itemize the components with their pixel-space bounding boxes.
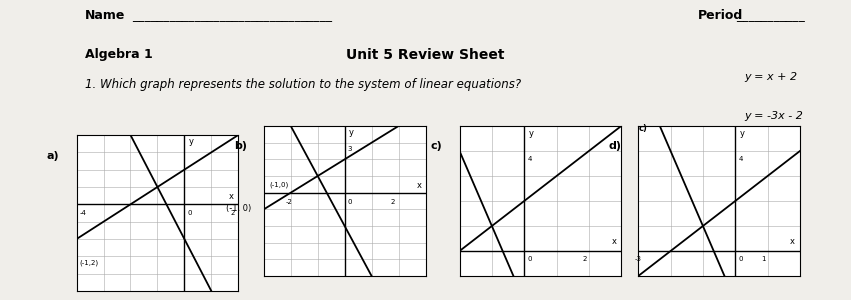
- Text: y = x + 2: y = x + 2: [745, 72, 797, 82]
- Text: 2: 2: [391, 199, 395, 205]
- Text: -2: -2: [285, 199, 292, 205]
- Text: y: y: [349, 128, 354, 137]
- Text: 4: 4: [528, 156, 532, 162]
- Text: ________________________________: ________________________________: [132, 9, 332, 22]
- Text: 0: 0: [739, 256, 743, 262]
- Text: b): b): [234, 141, 247, 151]
- Text: Name: Name: [85, 9, 125, 22]
- Text: Period: Period: [698, 9, 743, 22]
- Text: (-1, 0): (-1, 0): [226, 204, 251, 213]
- Text: d): d): [608, 141, 621, 151]
- Text: (-1,2): (-1,2): [79, 260, 99, 266]
- Text: 1: 1: [761, 256, 766, 262]
- Text: 1. Which graph represents the solution to the system of linear equations?: 1. Which graph represents the solution t…: [85, 78, 521, 91]
- Text: 0: 0: [187, 210, 192, 216]
- Text: 2: 2: [230, 210, 235, 216]
- Text: x: x: [611, 238, 616, 247]
- Text: a): a): [47, 151, 60, 160]
- Text: c): c): [638, 124, 647, 133]
- Text: 0: 0: [528, 256, 532, 262]
- Text: (-1,0): (-1,0): [269, 181, 288, 188]
- Text: 0: 0: [347, 199, 351, 205]
- Text: y: y: [740, 128, 745, 137]
- Text: 2: 2: [582, 256, 587, 262]
- Text: x: x: [416, 181, 421, 190]
- Text: -3: -3: [635, 256, 642, 262]
- Text: y: y: [529, 128, 534, 137]
- Text: Algebra 1: Algebra 1: [85, 48, 153, 61]
- Text: x: x: [229, 192, 234, 201]
- Text: 4: 4: [739, 156, 743, 162]
- Text: ___________: ___________: [736, 9, 805, 22]
- Text: -4: -4: [79, 210, 86, 216]
- Text: Unit 5 Review Sheet: Unit 5 Review Sheet: [346, 48, 505, 62]
- Text: c): c): [431, 141, 443, 151]
- Text: y = -3x - 2: y = -3x - 2: [745, 111, 803, 121]
- Text: x: x: [790, 238, 795, 247]
- Text: 3: 3: [347, 146, 351, 152]
- Text: y: y: [188, 137, 193, 146]
